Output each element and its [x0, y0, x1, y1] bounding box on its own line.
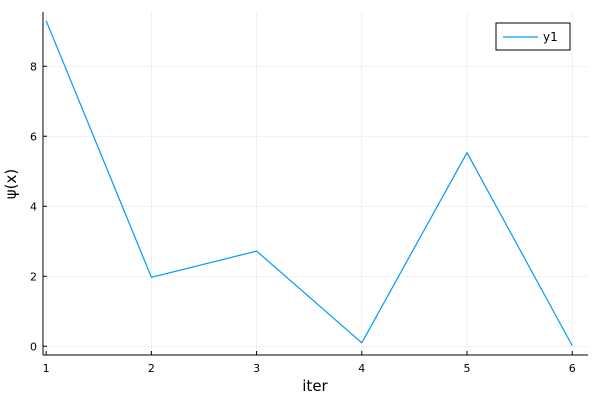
series-layer [45, 20, 573, 346]
y-tick-label: 4 [30, 200, 37, 213]
x-tick-label: 5 [464, 362, 471, 375]
x-tick-label: 3 [253, 362, 260, 375]
y-axis-label: ψ(x) [2, 169, 20, 199]
y-tick-label: 6 [30, 130, 37, 143]
y-tick-label: 8 [30, 60, 37, 73]
axis-ticks: 1 2 3 4 5 6 0 2 4 6 8 [30, 60, 576, 375]
grid [43, 12, 588, 355]
x-axis-label: iter [302, 377, 328, 395]
x-tick-label: 4 [358, 362, 365, 375]
series-line-y1 [45, 20, 573, 346]
y-tick-label: 0 [30, 340, 37, 353]
x-tick-label: 6 [569, 362, 576, 375]
legend: y1 [495, 22, 571, 51]
x-tick-label: 1 [43, 362, 50, 375]
x-tick-label: 2 [148, 362, 155, 375]
plot-frame [42, 12, 588, 356]
legend-label-y1: y1 [543, 30, 558, 44]
y-tick-label: 2 [30, 270, 37, 283]
